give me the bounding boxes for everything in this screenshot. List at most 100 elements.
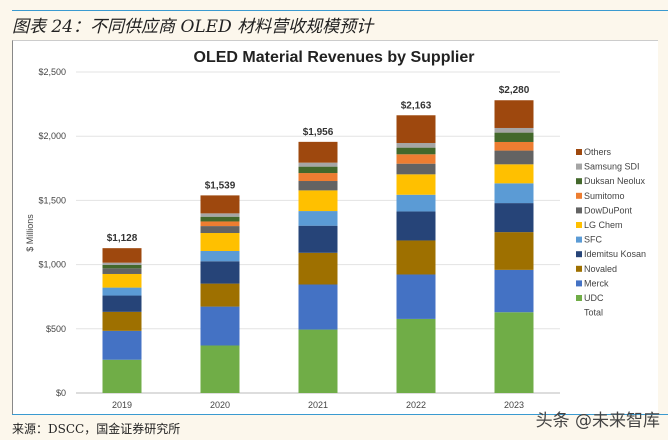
bar-segment-novaled: [494, 232, 534, 270]
legend-swatch: [576, 163, 582, 170]
legend-label: Novaled: [584, 264, 617, 274]
y-tick-label: $0: [56, 388, 66, 398]
bar-segment-idemitsu-kosan: [494, 203, 534, 233]
x-tick-label: 2020: [210, 400, 230, 410]
bar-segment-dowdupont: [396, 163, 436, 175]
bar-segment-udc: [102, 359, 142, 393]
bar-segment-samsung-sdi: [494, 127, 534, 133]
y-axis-label: $ Millions: [25, 214, 35, 252]
legend-swatch: [576, 295, 582, 301]
legend-label: Samsung SDI: [584, 162, 640, 172]
legend-swatch: [576, 178, 582, 185]
bar-segment-udc: [396, 318, 436, 393]
source-note: 来源：DSCC，国金证券研究所: [12, 422, 181, 436]
bar-segment-others: [298, 141, 338, 163]
bar-segment-dowdupont: [102, 268, 142, 274]
bar-segment-duksan-neolux: [200, 216, 240, 222]
bar-segment-samsung-sdi: [396, 143, 436, 148]
figure-title: 图表 24：不同供应商 OLED 材料营收规模预计: [12, 17, 374, 37]
bar-segment-lg-chem: [494, 164, 534, 184]
bar-segment-lg-chem: [298, 190, 338, 212]
legend-swatch: [576, 265, 582, 272]
x-tick-label: 2019: [112, 400, 132, 410]
x-tick-label: 2021: [308, 400, 328, 410]
legend-swatch: [576, 236, 582, 243]
bar-segment-merck: [396, 274, 436, 319]
legend-swatch: [576, 192, 582, 199]
bar-segment-duksan-neolux: [494, 132, 534, 142]
bar-segment-sfc: [102, 287, 142, 296]
bar-segment-others: [396, 115, 436, 144]
x-tick-label: 2023: [504, 400, 524, 410]
legend-label: Duksan Neolux: [584, 176, 646, 186]
bar-segment-novaled: [200, 283, 240, 307]
bar-segment-duksan-neolux: [396, 147, 436, 155]
bar-segment-merck: [200, 306, 240, 346]
total-label: $2,280: [499, 85, 530, 96]
bar-segment-sumitomo: [298, 173, 338, 182]
legend-label: Merck: [584, 278, 609, 288]
bar-segment-dowdupont: [200, 226, 240, 234]
legend-label: DowDuPont: [584, 205, 633, 215]
legend-label: LG Chem: [584, 220, 623, 230]
bar-segment-merck: [102, 330, 142, 360]
legend-label: UDC: [584, 293, 604, 303]
legend-label: SFC: [584, 235, 603, 245]
legend-swatch: [576, 251, 582, 258]
total-label: $2,163: [401, 100, 432, 111]
bar-segment-idemitsu-kosan: [298, 225, 338, 253]
bar-segment-lg-chem: [200, 233, 240, 251]
bar-segment-duksan-neolux: [102, 264, 142, 269]
y-tick-label: $500: [46, 324, 66, 334]
legend-swatch: [576, 207, 582, 214]
chart-title: OLED Material Revenues by Supplier: [194, 49, 475, 66]
bar-segment-novaled: [396, 240, 436, 275]
bar-segment-lg-chem: [102, 273, 142, 288]
bar-segment-merck: [298, 284, 338, 330]
bar-segment-others: [200, 195, 240, 214]
bar-segment-sfc: [494, 183, 534, 204]
bar-segment-duksan-neolux: [298, 166, 338, 174]
bar-segment-others: [494, 100, 534, 128]
bar-segment-sfc: [200, 250, 240, 262]
bar-segment-idemitsu-kosan: [396, 211, 436, 241]
legend-label: Idemitsu Kosan: [584, 249, 646, 259]
bar-segment-dowdupont: [298, 181, 338, 191]
bar-segment-udc: [494, 312, 534, 393]
bar-segment-idemitsu-kosan: [102, 295, 142, 312]
bar-segment-novaled: [102, 311, 142, 331]
bar-segment-udc: [298, 329, 338, 393]
legend-swatch: [576, 149, 582, 155]
legend-label: Sumitomo: [584, 191, 625, 201]
total-label: $1,956: [303, 127, 334, 138]
y-tick-label: $1,500: [38, 195, 66, 205]
bar-segment-samsung-sdi: [200, 213, 240, 217]
y-tick-label: $2,000: [38, 131, 66, 141]
x-tick-label: 2022: [406, 400, 426, 410]
top-rule: [12, 10, 668, 11]
legend-swatch: [576, 280, 582, 287]
bar-segment-sumitomo: [396, 154, 436, 164]
bar-segment-lg-chem: [396, 174, 436, 195]
legend-label: Others: [584, 147, 612, 157]
bar-segment-sfc: [396, 194, 436, 212]
bar-segment-samsung-sdi: [298, 162, 338, 167]
bar-segment-sumitomo: [200, 221, 240, 227]
bar-segment-merck: [494, 269, 534, 313]
bottom-rule: [12, 414, 668, 415]
legend-label: Total: [584, 308, 603, 318]
y-tick-label: $2,500: [38, 67, 66, 77]
watermark: 头条 @未来智库: [535, 411, 660, 431]
bar-segment-idemitsu-kosan: [200, 261, 240, 284]
bar-segment-samsung-sdi: [102, 262, 142, 265]
y-tick-label: $1,000: [38, 260, 66, 270]
legend-swatch: [576, 222, 582, 228]
total-label: $1,128: [107, 233, 138, 244]
bar-segment-dowdupont: [494, 150, 534, 165]
total-label: $1,539: [205, 180, 236, 191]
bar-segment-sfc: [298, 211, 338, 226]
bar-segment-others: [102, 248, 142, 263]
bar-segment-udc: [200, 345, 240, 393]
bar-segment-novaled: [298, 252, 338, 285]
